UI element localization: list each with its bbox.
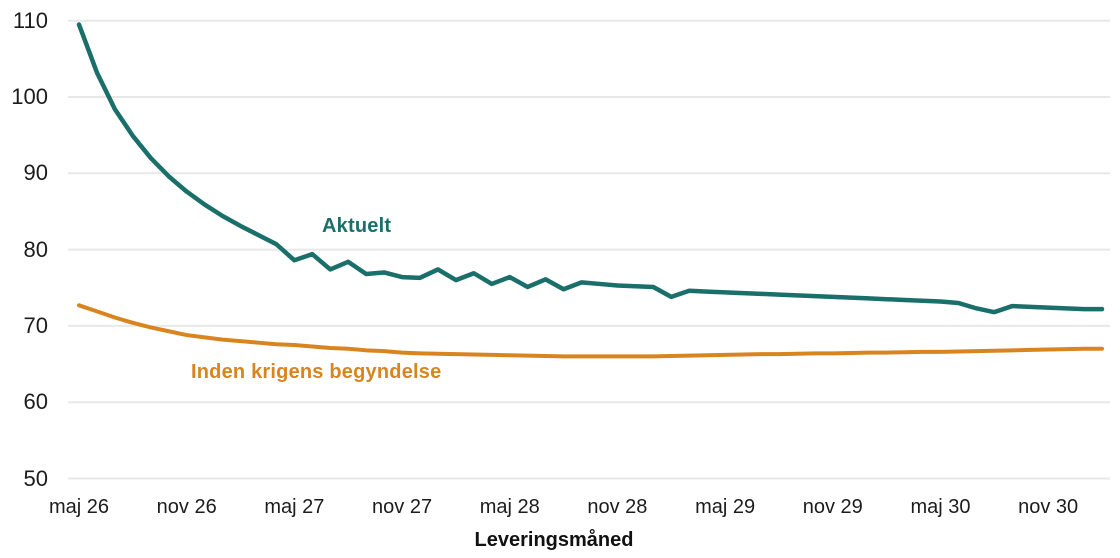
- series-line-aktuelt: [76, 22, 1105, 315]
- x-tick-label: nov 30: [1018, 496, 1079, 518]
- y-tick-label: 110: [12, 7, 48, 33]
- x-axis-title: Leveringsmåned: [474, 529, 634, 551]
- y-tick-label: 50: [23, 465, 48, 491]
- y-tick-label: 100: [11, 84, 48, 109]
- x-tick-label: maj 30: [910, 496, 971, 518]
- y-tick-label: 80: [23, 236, 48, 262]
- x-tick-label: maj 26: [48, 496, 110, 518]
- y-tick-label: 60: [23, 389, 48, 415]
- y-tick-label: 70: [23, 312, 48, 338]
- x-tick-label: maj 27: [264, 496, 325, 518]
- x-tick-label: maj 29: [695, 496, 756, 518]
- series-label-aktuelt: Aktuelt: [322, 215, 392, 237]
- x-tick-label: nov 28: [587, 496, 648, 518]
- x-tick-label: nov 29: [802, 496, 863, 518]
- y-tick-label: 90: [23, 160, 48, 186]
- x-tick-label: nov 26: [156, 496, 217, 518]
- x-tick-label: nov 27: [372, 496, 433, 518]
- x-tick-label: maj 28: [479, 496, 540, 518]
- series-line-inden-krigens-begyndelse: [77, 303, 1104, 359]
- series-label-inden-krigens-begyndelse: Inden krigens begyndelse: [191, 361, 442, 383]
